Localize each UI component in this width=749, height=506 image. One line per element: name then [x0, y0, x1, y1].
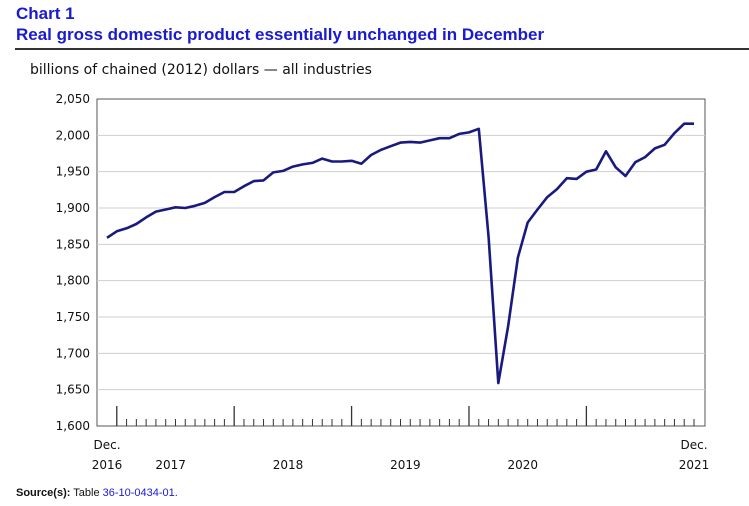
x-tick-label: 2018: [273, 458, 304, 472]
y-tick-label: 1,950: [56, 165, 90, 179]
y-tick-label: 1,800: [56, 274, 90, 288]
y-tick-label: 1,650: [56, 383, 90, 397]
x-tick-label: 2019: [390, 458, 421, 472]
series-group: [106, 122, 695, 385]
x-tick-label: 2017: [155, 458, 186, 472]
y-axis-unit-label: billions of chained (2012) dollars — all…: [30, 62, 372, 78]
source-label: Source(s):: [16, 487, 71, 499]
chart-label: Chart 1: [16, 4, 75, 23]
x-tick-label-top: Dec.: [93, 438, 120, 452]
series-line: [106, 122, 694, 385]
source-text: Table: [73, 487, 100, 499]
y-tick-label: 1,600: [56, 419, 90, 433]
y-tick-label: 2,050: [56, 92, 90, 106]
source-table-link[interactable]: 36-10-0434-01.: [102, 487, 178, 499]
y-tick-label: 1,700: [56, 346, 90, 360]
title-rule: [15, 48, 749, 50]
x-tick-label: 2016: [92, 458, 123, 472]
x-axis: Dec. 2016 2017 2018 2019 2020 Dec. 2021: [92, 406, 710, 472]
y-tick-label: 2,000: [56, 128, 90, 142]
y-tick-label: 1,850: [56, 237, 90, 251]
x-tick-label: 2020: [508, 458, 539, 472]
plot-frame: [96, 98, 706, 427]
y-tick-label: 1,900: [56, 201, 90, 215]
x-tick-label-top: Dec.: [680, 438, 707, 452]
y-tick-label: 1,750: [56, 310, 90, 324]
x-tick-label: 2021: [679, 458, 710, 472]
chart-title: Real gross domestic product essentially …: [16, 25, 545, 44]
y-axis: 1,600 1,650 1,700 1,750 1,800 1,850 1,900 1,950…: [56, 92, 705, 433]
source-note: Source(s): Table 36-10-0434-01.: [16, 487, 178, 499]
